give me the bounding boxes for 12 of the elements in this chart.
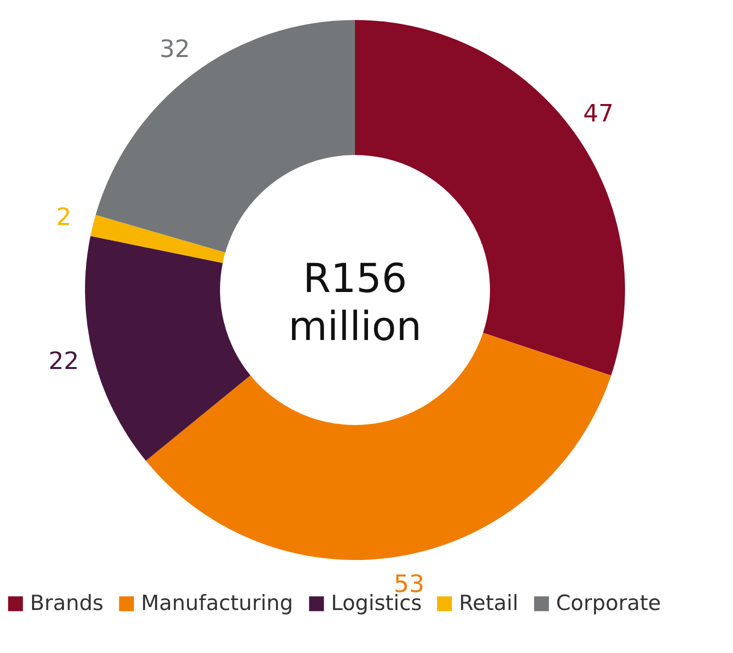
text: R156 million bbox=[288, 256, 422, 350]
data-label: 47 bbox=[583, 100, 614, 128]
data-label: 22 bbox=[48, 346, 79, 375]
donut-slice bbox=[96, 20, 355, 252]
legend-label: Corporate bbox=[556, 590, 661, 615]
legend-label: Brands bbox=[30, 590, 104, 615]
legend-label: Retail bbox=[459, 590, 518, 615]
donut-slice bbox=[90, 214, 226, 263]
data-label: 32 bbox=[160, 35, 190, 64]
donut-slice bbox=[85, 236, 250, 461]
data-label: 2 bbox=[56, 203, 72, 232]
legend-label: Manufacturing bbox=[141, 590, 294, 615]
